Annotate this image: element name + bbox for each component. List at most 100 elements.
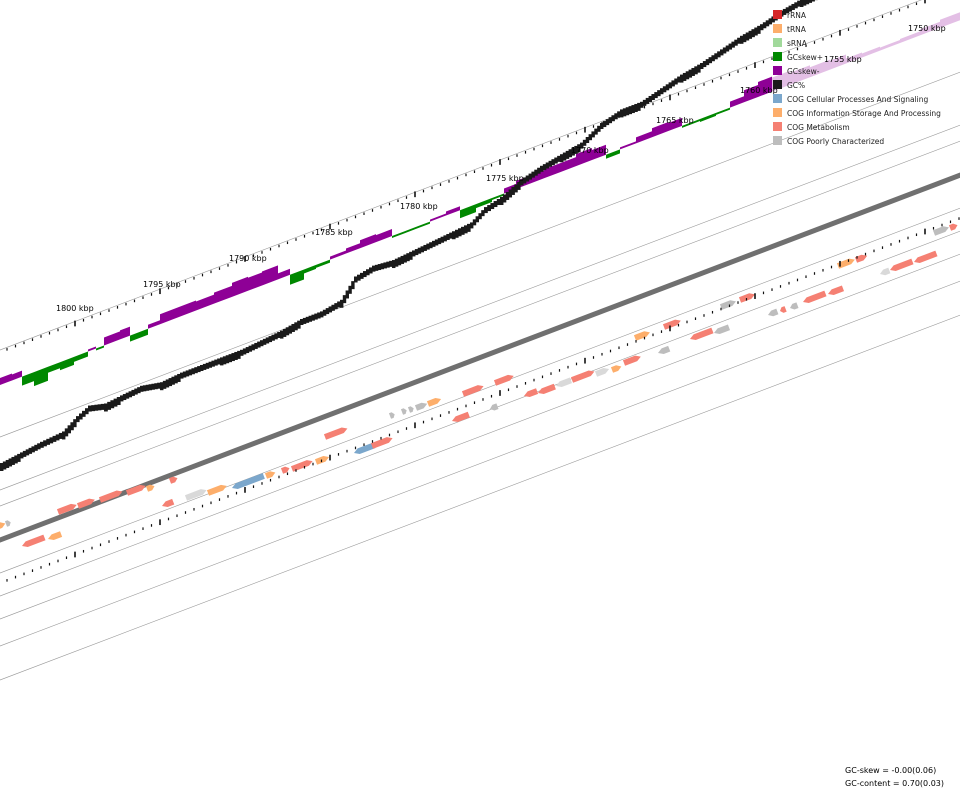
gc-content-bar: [205, 362, 210, 369]
gc-content-bar: [151, 383, 155, 390]
gc-content-bar: [757, 25, 761, 34]
gc-content-bar: [288, 325, 293, 334]
gene-arrow: [836, 258, 855, 269]
gc-content-bar: [73, 419, 77, 428]
gc-content-bar: [574, 145, 578, 154]
gc-content-bar: [470, 222, 474, 229]
gene-arrow: [426, 397, 442, 407]
gene-arrow: [162, 498, 175, 508]
gc-content-bar: [369, 267, 373, 274]
gene-arrow: [780, 306, 787, 313]
gc-content-bar: [260, 340, 264, 347]
gc-content-bar: [311, 314, 315, 321]
gene-arrow: [76, 498, 95, 509]
gc-content-bar: [168, 378, 173, 387]
gc-content-bar: [805, 0, 810, 5]
gene-arrow: [714, 324, 731, 335]
gc-content-bar: [331, 304, 335, 311]
gc-content-bar: [484, 207, 488, 214]
gc-content-bar: [455, 229, 459, 238]
legend-label: COG Cellular Processes And Signaling: [787, 95, 929, 104]
gc-content-bar: [280, 330, 284, 339]
gc-content-bar: [97, 404, 102, 411]
gc-skew-positive-bar: [214, 285, 232, 304]
gc-skew-positive-bar: [346, 243, 360, 254]
legend-swatch: [773, 122, 782, 131]
gc-skew-negative-bar: [130, 328, 148, 342]
axis-label: 1750 kbp: [908, 24, 946, 33]
gc-content-bar: [808, 0, 813, 3]
gc-content-bar: [191, 368, 195, 375]
gc-skew-positive-bar: [560, 157, 576, 173]
gene-arrow: [56, 503, 77, 515]
gc-content-bar: [768, 18, 773, 25]
gc-content-bar: [481, 210, 485, 217]
gc-content-bar: [228, 354, 233, 363]
gc-skew-negative-bar: [606, 149, 620, 159]
gc-content-bar: [317, 312, 321, 319]
track-line: [0, 124, 960, 491]
gc-skew-positive-bar: [830, 54, 846, 70]
gc-content-bar: [271, 334, 275, 341]
gene-arrow: [538, 383, 556, 395]
gc-content-bar: [751, 29, 755, 38]
gene-arrow: [662, 319, 681, 330]
gene-arrow: [280, 466, 290, 474]
axis-label: 1760 kbp: [740, 86, 778, 95]
gc-content-bar: [20, 452, 24, 459]
gc-skew-positive-bar: [160, 308, 176, 325]
legend-label: COG Poorly Characterized: [787, 137, 884, 146]
gc-skew-positive-bar: [620, 141, 636, 150]
gc-skew-positive-bar: [120, 326, 130, 340]
gc-skew-positive-bar: [900, 31, 920, 43]
gc-content-bar: [43, 440, 47, 447]
track-line: [0, 314, 960, 681]
gc-content-bar: [142, 385, 147, 392]
gene-arrow: [206, 484, 227, 496]
gc-content-bar: [614, 113, 618, 120]
gc-skew-positive-bar: [668, 117, 682, 132]
gc-content-bar: [571, 147, 575, 156]
gc-skew-positive-bar: [262, 265, 278, 286]
gc-content-bar: [91, 405, 95, 412]
gc-skew-positive-bar: [12, 370, 22, 381]
gc-content-bar: [748, 30, 753, 39]
gc-skew-positive-bar: [652, 122, 668, 138]
gene-arrow: [854, 254, 868, 263]
gc-content-bar: [657, 90, 661, 97]
gc-content-bar: [493, 201, 498, 208]
gc-skew-positive-bar: [248, 272, 262, 291]
legend-label: GC%: [787, 81, 805, 90]
gc-skew-negative-bar: [34, 366, 48, 387]
gc-content-bar: [240, 349, 244, 356]
gc-content-bar: [791, 3, 795, 10]
gc-skew-positive-bar: [530, 169, 546, 184]
gc-skew-stat: GC-skew = -0.00(0.06): [845, 766, 937, 775]
gc-content-bar: [440, 236, 445, 243]
gc-content-bar: [548, 160, 553, 167]
gc-content-bar: [22, 450, 27, 457]
track-line: [0, 230, 960, 597]
gc-content-bar: [551, 159, 555, 166]
gc-content-bar: [426, 243, 430, 250]
gc-content-bar: [397, 257, 402, 266]
gc-content-bar: [40, 441, 44, 448]
gc-skew-positive-bar: [880, 40, 900, 51]
gc-skew-positive-bar: [430, 213, 446, 222]
gc-content-bar: [257, 341, 261, 348]
gc-skew-negative-bar: [96, 345, 104, 351]
gc-content-bar: [662, 86, 667, 93]
gc-skew-negative-bar: [290, 269, 304, 285]
gene-arrow: [388, 412, 395, 419]
legend-item: COG Metabolism: [773, 122, 850, 132]
gc-content-bar: [449, 232, 453, 239]
gc-content-bar: [680, 74, 684, 83]
gc-content-bar: [654, 92, 658, 99]
gc-content-bar: [420, 246, 425, 253]
gc-skew-positive-bar: [196, 294, 214, 311]
gene-arrow: [570, 370, 595, 383]
gc-content-bar: [722, 47, 727, 54]
gc-content-bar: [534, 169, 538, 176]
legend-label: rRNA: [787, 11, 807, 20]
gc-content-bar: [188, 369, 193, 376]
